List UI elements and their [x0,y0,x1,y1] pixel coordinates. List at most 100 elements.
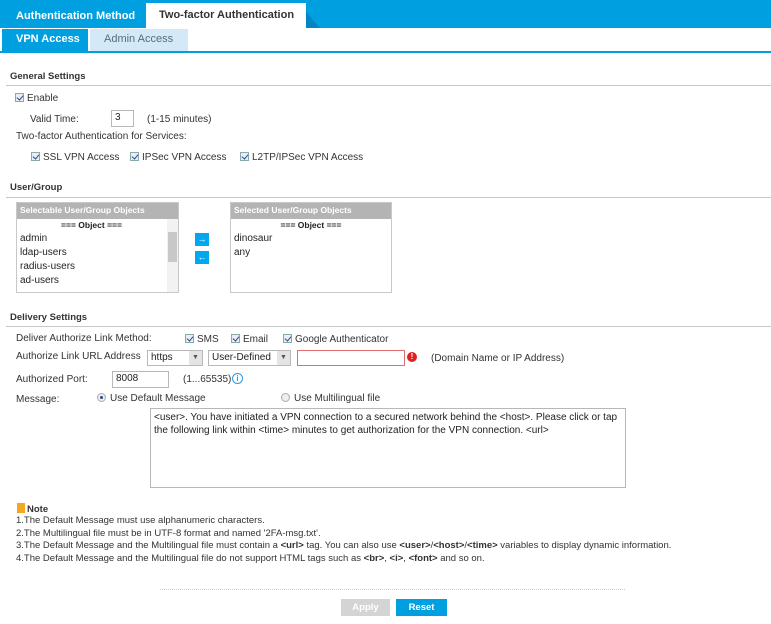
note-tag: <br> [363,553,385,564]
protocol-value: https [151,352,173,363]
email-checkbox[interactable]: Email [231,334,268,345]
note-line-4: 4.The Default Message and the Multilingu… [16,553,485,564]
default-message-label: Use Default Message [110,393,206,404]
divider [6,197,771,198]
tab-two-factor-authentication[interactable]: Two-factor Authentication [146,3,306,29]
delivery-settings-title: Delivery Settings [10,312,88,323]
enable-label: Enable [27,93,59,104]
checkbox-icon [240,152,249,161]
valid-time-label: Valid Time: [30,114,79,125]
selectable-objects-list[interactable]: Selectable User/Group Objects === Object… [16,202,179,293]
enable-checkbox[interactable]: Enable [15,93,58,104]
divider [6,85,771,86]
note-text: , [384,553,390,564]
footer-divider [160,589,625,590]
subtab-vpn-access[interactable]: VPN Access [2,29,88,51]
note-text: 3.The Default Message and the Multilingu… [16,540,281,551]
info-icon[interactable]: i [232,373,243,384]
authorized-port-label: Authorized Port: [16,374,88,385]
object-group-label: === Object === [61,220,122,230]
port-hint: (1...65535) [183,374,232,385]
list-item[interactable]: ldap-users [20,247,67,258]
note-tag: <user> [399,540,431,551]
list-item[interactable]: ad-users [20,275,59,286]
general-settings-title: General Settings [10,71,86,82]
radio-icon [281,393,290,402]
valid-time-hint: (1-15 minutes) [147,114,212,125]
note-text: variables to display dynamic information… [497,540,672,551]
object-group-label: === Object === [280,220,342,230]
arrow-left-icon: ← [197,252,207,262]
selected-objects-list[interactable]: Selected User/Group Objects === Object =… [230,202,392,293]
google-authenticator-label: Google Authenticator [295,334,389,345]
note-icon [17,503,25,513]
multilingual-file-label: Use Multilingual file [294,393,381,404]
services-label: Two-factor Authentication for Services: [16,131,187,142]
note-text: / [430,540,434,551]
note-heading: Note [17,503,48,515]
user-group-title: User/Group [10,182,63,193]
chevron-down-icon: ▼ [277,351,290,365]
url-address-label: Authorize Link URL Address [16,351,141,362]
message-textarea[interactable]: <user>. You have initiated a VPN connect… [150,408,626,488]
url-type-value: User-Defined [212,352,271,363]
add-object-button[interactable]: → [195,233,209,246]
list-item[interactable]: radius-users [20,261,76,272]
scrollbar[interactable] [167,219,178,292]
checkbox-icon [15,93,24,102]
list-item[interactable]: any [234,247,251,258]
tab-authentication-method[interactable]: Authentication Method [16,10,136,22]
subtab-admin-access[interactable]: Admin Access [90,29,188,51]
note-text: and so on. [437,553,485,564]
google-authenticator-checkbox[interactable]: Google Authenticator [283,334,388,345]
selectable-header: Selectable User/Group Objects [17,203,178,219]
note-text: tag. You can also use [303,540,400,551]
note-text: , [403,553,409,564]
url-type-select[interactable]: User-Defined ▼ [208,350,291,366]
divider [6,326,771,327]
reset-button[interactable]: Reset [396,599,447,616]
deliver-method-label: Deliver Authorize Link Method: [16,333,152,344]
authorized-port-input[interactable]: 8008 [112,371,169,388]
remove-object-button[interactable]: ← [195,251,209,264]
arrow-right-icon: → [197,234,207,244]
checkbox-icon [31,152,40,161]
note-text: / [464,540,468,551]
note-tag: <time> [467,540,498,551]
protocol-select[interactable]: https ▼ [147,350,203,366]
note-tag: <host> [433,540,465,551]
apply-button[interactable]: Apply [341,599,390,616]
l2tp-vpn-label: L2TP/IPSec VPN Access [252,152,364,163]
ipsec-vpn-checkbox[interactable]: IPSec VPN Access [130,152,226,163]
note-line-2: 2.The Multilingual file must be in UTF-8… [16,528,321,539]
note-line-3: 3.The Default Message and the Multilingu… [16,540,671,551]
note-tag: <url> [280,540,304,551]
ipsec-vpn-label: IPSec VPN Access [142,152,227,163]
chevron-down-icon: ▼ [189,351,202,365]
selected-header: Selected User/Group Objects [231,203,391,219]
sms-label: SMS [197,334,219,345]
list-item[interactable]: admin [20,233,48,244]
note-title: Note [27,504,49,515]
note-line-1: 1.The Default Message must use alphanume… [16,515,265,526]
email-label: Email [243,334,269,345]
note-tag: <font> [408,553,438,564]
message-label: Message: [16,394,60,405]
subtab-underline [0,51,771,53]
radio-icon [97,393,106,402]
checkbox-icon [185,334,194,343]
note-tag: <i> [389,553,404,564]
ssl-vpn-checkbox[interactable]: SSL VPN Access [31,152,119,163]
l2tp-vpn-checkbox[interactable]: L2TP/IPSec VPN Access [240,152,363,163]
default-message-radio[interactable]: Use Default Message [97,393,206,404]
valid-time-input[interactable]: 3 [111,110,134,127]
error-icon: ! [407,352,417,362]
list-item[interactable]: dinosaur [234,233,273,244]
checkbox-icon [231,334,240,343]
url-hint: (Domain Name or IP Address) [431,353,565,364]
scrollbar-thumb[interactable] [168,232,177,262]
note-text: 4.The Default Message and the Multilingu… [16,553,364,564]
url-address-input[interactable] [297,350,405,366]
sms-checkbox[interactable]: SMS [185,334,219,345]
multilingual-file-radio[interactable]: Use Multilingual file [281,393,380,404]
